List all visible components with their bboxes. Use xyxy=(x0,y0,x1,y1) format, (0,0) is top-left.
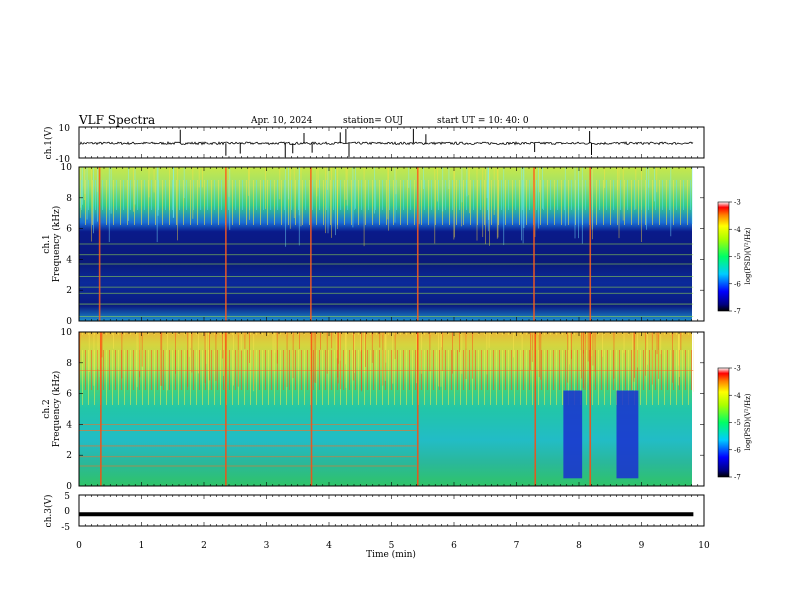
freq-tick-label: 0 xyxy=(66,482,72,492)
colorbar-tick-label: -6 xyxy=(734,280,741,288)
ch1-spectrogram-ylabel: ch.1 xyxy=(42,234,52,253)
ch1-waveform-panel: 10 -10 ch.1(V) xyxy=(43,124,705,165)
ch2-dropout-region xyxy=(616,390,639,479)
colorbar-tick-label: -6 xyxy=(734,446,741,454)
freq-tick-label: 4 xyxy=(66,255,72,265)
ch1-colorbar: -3 -4 -5 -6 -7 log(PSD)(V²/Hz) xyxy=(717,199,752,316)
freq-tick-label: 2 xyxy=(66,286,72,296)
freq-tick-label: 8 xyxy=(66,359,72,369)
ch1-waveform-line xyxy=(79,141,694,146)
ch1-colorbar-label: log(PSD)(V²/Hz) xyxy=(744,227,752,284)
x-tick-label: 5 xyxy=(389,541,395,551)
x-tick-label: 1 xyxy=(139,541,145,551)
ch1-ytick-top: 10 xyxy=(59,124,71,134)
ch1-no-data xyxy=(693,167,704,321)
x-tick-label: 7 xyxy=(514,541,520,551)
ch3-ytick-top: 5 xyxy=(64,492,70,502)
x-tick-label: 6 xyxy=(451,541,457,551)
figure-title: VLF Spectra xyxy=(78,113,155,127)
ch3-waveform-panel: 5 0 -5 ch.3(V) xyxy=(43,492,705,533)
ch3-waveform-ylabel: ch.3(V) xyxy=(43,495,54,528)
x-tick-label: 4 xyxy=(326,541,332,551)
freq-tick-label: 0 xyxy=(66,317,72,327)
freq-tick-label: 6 xyxy=(66,225,72,235)
date-label: Apr. 10, 2024 xyxy=(250,116,313,126)
colorbar-tick-label: -3 xyxy=(734,199,741,207)
x-tick-label: 2 xyxy=(201,541,207,551)
colorbar-tick-label: -4 xyxy=(734,226,741,234)
ch1-waveform-ylabel: ch.1(V) xyxy=(43,127,54,160)
ch3-ytick-mid: 0 xyxy=(64,507,70,517)
colorbar-tick-label: -3 xyxy=(734,365,741,373)
colorbar-tick-label: -7 xyxy=(734,308,741,316)
start-time-label: start UT = 10: 40: 0 xyxy=(437,116,529,126)
colorbar-tick-label: -5 xyxy=(734,419,741,427)
freq-tick-label: 8 xyxy=(66,194,72,204)
freq-tick-label: 4 xyxy=(66,420,72,430)
colorbar-tick-label: -4 xyxy=(734,392,741,400)
x-tick-label: 8 xyxy=(576,541,582,551)
ch2-spectrogram-panel: 0 2 4 6 8 10 ch.2 Frequency (kHz) xyxy=(42,328,705,492)
x-tick-label: 0 xyxy=(76,541,82,551)
ch1-waveform-trace xyxy=(79,128,694,158)
ch1-spectrogram-panel: 0 2 4 6 8 10 ch.1 Frequency (kHz) xyxy=(42,163,705,327)
ch2-colorbar-label: log(PSD)(V²/Hz) xyxy=(744,393,752,450)
x-axis-label: Time (min) xyxy=(366,549,416,560)
ch1-ytick-bottom: -10 xyxy=(56,155,71,165)
ch2-spectrogram-ylabel: ch.2 xyxy=(42,399,52,418)
x-tick-label: 3 xyxy=(264,541,270,551)
x-tick-label: 10 xyxy=(698,541,710,551)
ch2-frequency-ylabel: Frequency (kHz) xyxy=(51,371,62,448)
x-axis-tick-labels: 0 1 2 3 4 5 6 7 8 9 10 xyxy=(76,541,710,551)
station-label: station= OUJ xyxy=(343,116,403,126)
ch2-no-data xyxy=(693,332,704,486)
x-tick-label: 9 xyxy=(639,541,645,551)
colorbar-tick-label: -7 xyxy=(734,474,741,482)
freq-tick-label: 6 xyxy=(66,390,72,400)
ch2-colorbar: -3 -4 -5 -6 -7 log(PSD)(V²/Hz) xyxy=(717,365,752,482)
colorbar-tick-label: -5 xyxy=(734,253,741,261)
freq-tick-label: 10 xyxy=(61,163,73,173)
freq-tick-label: 10 xyxy=(61,328,73,338)
freq-tick-label: 2 xyxy=(66,451,72,461)
ch2-dropout-region xyxy=(563,390,583,479)
ch3-ytick-bottom: -5 xyxy=(61,523,70,533)
ch1-frequency-ylabel: Frequency (kHz) xyxy=(51,206,62,283)
